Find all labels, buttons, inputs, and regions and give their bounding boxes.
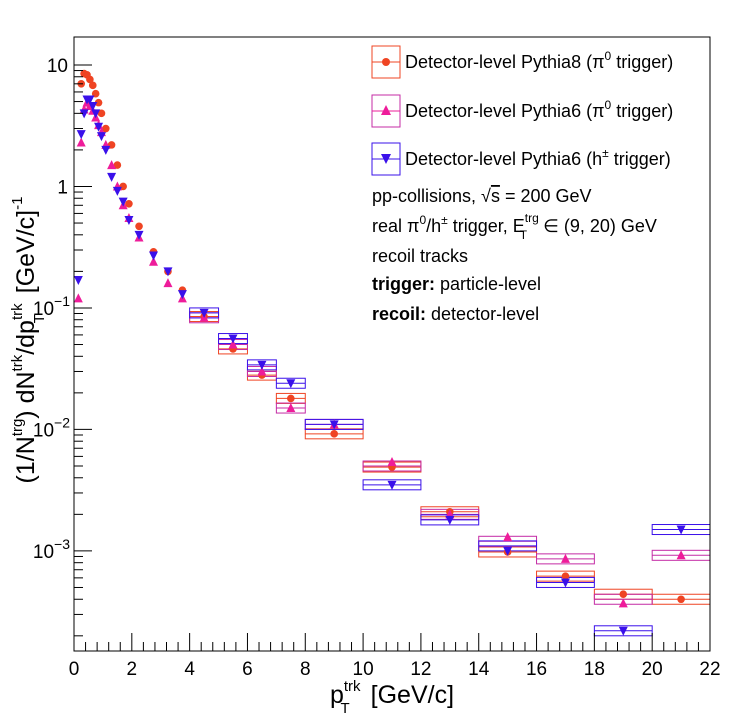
point-circle xyxy=(677,595,685,604)
y-tick-label: 10−1 xyxy=(33,293,70,320)
point-triangle-up xyxy=(387,456,397,466)
point-circle xyxy=(97,109,106,118)
legend-marker-triangle-down xyxy=(381,154,391,164)
point-triangle-up xyxy=(286,403,296,413)
x-tick-label: 14 xyxy=(468,659,490,680)
point-triangle-down xyxy=(163,267,173,277)
legend-marker-triangle-up xyxy=(381,105,391,115)
legend-entry-pythia6-pi0: Detector-level Pythia6 (π0 trigger) xyxy=(371,94,673,128)
point-triangle-down xyxy=(85,95,95,105)
point-triangle-up xyxy=(618,598,628,608)
y-tick-label: 1 xyxy=(57,177,68,198)
x-tick-label: 12 xyxy=(410,659,431,680)
point-triangle-up xyxy=(76,137,86,147)
y-tick-label: 10−3 xyxy=(33,536,70,563)
info-trigger-level: trigger: particle-level xyxy=(372,274,541,294)
point-triangle-down xyxy=(134,230,144,240)
y-tick-label: 10−2 xyxy=(33,414,70,441)
point-triangle-up xyxy=(503,532,513,542)
legend-marker-circle xyxy=(382,58,390,66)
info-annotations: pp-collisions, √s = 200 GeV real π0/h± t… xyxy=(372,186,657,324)
point-triangle-down xyxy=(73,275,83,285)
point-triangle-down xyxy=(676,525,686,535)
point-triangle-down xyxy=(618,626,628,636)
x-axis: 0 2 4 6 8 10 12 14 16 18 20 22 xyxy=(69,633,721,680)
data-points xyxy=(73,69,686,636)
point-triangle-up xyxy=(149,256,158,266)
plot-frame xyxy=(73,36,711,652)
point-triangle-down xyxy=(560,578,570,588)
info-trigger-range: real π0/h± trigger, Etrg T ∈ (9, 20) GeV xyxy=(372,211,657,242)
point-triangle-up xyxy=(163,278,173,288)
point-triangle-down xyxy=(124,215,134,225)
point-circle xyxy=(135,222,143,231)
x-tick-label: 22 xyxy=(699,659,720,680)
y-axis: 10−3 10−2 10−1 1 10 xyxy=(33,56,92,637)
point-triangle-down xyxy=(88,101,98,111)
point-triangle-down xyxy=(286,379,296,389)
info-recoil-tracks: recoil tracks xyxy=(372,246,468,266)
point-triangle-down xyxy=(91,109,101,119)
point-triangle-down xyxy=(387,480,397,490)
legend-entry-pythia8-pi0: Detector-level Pythia8 (π0 trigger) xyxy=(371,45,673,79)
point-triangle-down xyxy=(177,290,187,300)
point-circle xyxy=(94,98,103,107)
point-triangle-up xyxy=(560,553,570,563)
point-triangle-up xyxy=(228,339,238,349)
systematic-boxes xyxy=(189,307,711,637)
point-triangle-down xyxy=(149,251,158,261)
y-axis-title: (1/Ntrg) dNtrk/dptrk T [GeV/c]-1 xyxy=(9,197,48,484)
point-circle xyxy=(119,182,127,191)
x-tick-label: 8 xyxy=(300,659,311,680)
x-tick-label: 0 xyxy=(69,659,80,680)
point-triangle-down xyxy=(257,360,267,370)
legend-label-pythia6-pi0: Detector-level Pythia6 (π0 trigger) xyxy=(405,98,673,121)
y-tick-label: 10 xyxy=(47,56,68,77)
point-circle xyxy=(113,161,122,169)
x-tick-label: 16 xyxy=(526,659,547,680)
point-circle xyxy=(619,590,628,599)
point-circle xyxy=(125,200,133,208)
legend: Detector-level Pythia8 (π0 trigger) Dete… xyxy=(371,45,673,176)
x-tick-label: 20 xyxy=(642,659,663,680)
point-circle xyxy=(287,394,295,403)
point-triangle-down xyxy=(199,308,209,318)
point-triangle-up xyxy=(676,550,686,560)
point-circle xyxy=(86,75,94,84)
info-collision-system: pp-collisions, √s = 200 GeV xyxy=(372,186,592,206)
point-triangle-down xyxy=(118,197,128,207)
point-circle xyxy=(102,124,110,133)
x-tick-label: 2 xyxy=(127,659,138,680)
point-triangle-down xyxy=(112,186,122,196)
point-circle xyxy=(561,572,570,580)
legend-label-pythia6-hpm: Detector-level Pythia6 (h± trigger) xyxy=(405,146,671,169)
point-triangle-up xyxy=(257,366,267,376)
point-triangle-down xyxy=(107,172,117,182)
x-tick-label: 10 xyxy=(353,659,374,680)
point-circle xyxy=(330,430,338,438)
point-triangle-up xyxy=(107,160,117,170)
x-axis-title: ptrk T [GeV/c] xyxy=(330,678,454,717)
point-triangle-down xyxy=(94,122,104,132)
point-triangle-down xyxy=(76,130,86,140)
point-triangle-up xyxy=(73,293,83,303)
point-triangle-down xyxy=(79,109,89,119)
x-tick-label: 4 xyxy=(184,659,195,680)
legend-label-pythia8-pi0: Detector-level Pythia8 (π0 trigger) xyxy=(405,49,673,72)
point-circle xyxy=(88,81,97,90)
x-tick-label: 18 xyxy=(584,659,605,680)
legend-entry-pythia6-hpm: Detector-level Pythia6 (h± trigger) xyxy=(371,142,671,176)
point-triangle-down xyxy=(101,145,111,155)
point-triangle-down xyxy=(503,546,513,556)
point-triangle-down xyxy=(96,132,106,142)
info-recoil-level: recoil: detector-level xyxy=(372,304,539,324)
point-triangle-down xyxy=(445,515,455,525)
point-triangle-down xyxy=(228,334,238,344)
point-triangle-down xyxy=(329,420,339,430)
x-tick-label: 6 xyxy=(242,659,253,680)
